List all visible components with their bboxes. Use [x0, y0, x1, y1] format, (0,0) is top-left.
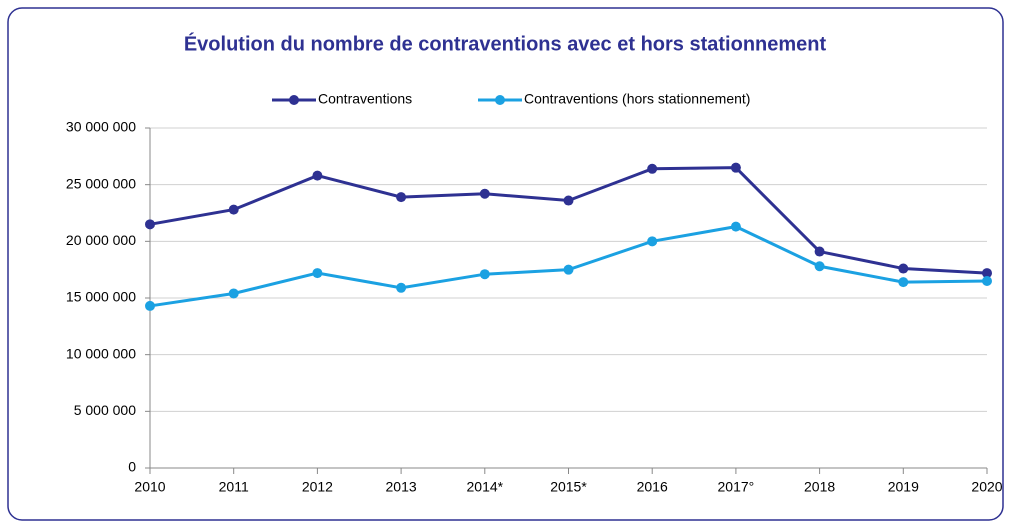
data-point	[982, 276, 992, 286]
data-point	[647, 163, 658, 174]
y-tick-label: 20 000 000	[66, 232, 136, 248]
x-tick-label: 2010	[134, 479, 165, 495]
data-point	[563, 195, 574, 206]
legend-label: Contraventions	[318, 91, 412, 107]
x-tick-label: 2015*	[550, 479, 587, 495]
legend-label: Contraventions (hors stationnement)	[524, 91, 750, 107]
data-point	[647, 236, 658, 247]
y-tick-label: 5 000 000	[74, 402, 136, 418]
legend-marker	[495, 95, 505, 105]
x-tick-label: 2014*	[467, 479, 504, 495]
x-tick-label: 2012	[302, 479, 333, 495]
frame	[7, 7, 1004, 521]
data-point	[982, 268, 992, 279]
data-point	[730, 162, 741, 173]
data-point	[145, 300, 155, 311]
y-tick-label: 10 000 000	[66, 345, 136, 361]
x-tick-label: 2016	[637, 479, 668, 495]
data-point	[479, 188, 490, 199]
chart-title: Évolution du nombre de contraventions av…	[184, 32, 827, 55]
y-tick-label: 15 000 000	[66, 289, 136, 305]
y-tick-label: 0	[128, 459, 136, 475]
data-point	[145, 219, 155, 230]
y-tick-label: 25 000 000	[66, 175, 136, 191]
x-tick-label: 2013	[386, 479, 417, 495]
x-tick-label: 2018	[804, 479, 835, 495]
data-point	[479, 269, 490, 280]
data-point	[312, 268, 323, 279]
x-tick-label: 2020	[971, 479, 1002, 495]
legend-marker	[289, 95, 299, 105]
x-tick-label: 2017°	[718, 479, 755, 495]
data-point	[396, 282, 407, 293]
data-point	[898, 263, 909, 274]
data-point	[898, 277, 909, 288]
data-point	[814, 261, 825, 272]
data-point	[228, 288, 239, 299]
data-point	[814, 246, 825, 257]
y-tick-label: 30 000 000	[66, 119, 136, 135]
data-point	[312, 170, 323, 181]
x-tick-label: 2019	[888, 479, 919, 495]
data-point	[228, 204, 239, 215]
data-point	[396, 192, 407, 203]
x-tick-label: 2011	[219, 479, 249, 495]
data-point	[730, 221, 741, 232]
data-point	[563, 264, 574, 275]
